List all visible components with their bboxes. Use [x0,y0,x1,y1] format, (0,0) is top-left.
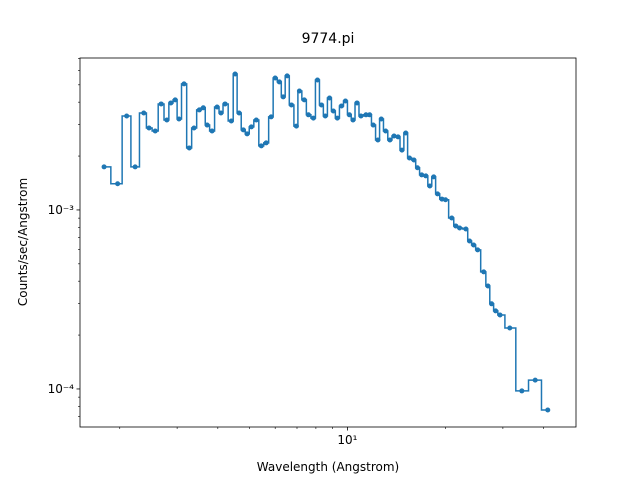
data-point [435,191,441,197]
data-point [232,71,238,77]
data-point [248,124,254,130]
data-point [519,388,525,394]
data-point [280,94,286,100]
data-point [268,114,274,120]
data-point [272,75,278,81]
data-point [152,128,158,134]
data-point [218,110,224,116]
data-point [204,122,210,128]
data-point [346,112,352,118]
data-point [132,164,138,170]
data-point [330,108,336,114]
data-point [471,242,477,248]
data-point [276,79,282,85]
data-point [391,133,397,139]
data-point [186,145,192,151]
data-point [431,174,437,180]
y-axis-label: Counts/sec/Angstrom [16,178,30,306]
data-point [383,128,389,134]
data-point [258,143,264,149]
data-point [322,113,328,119]
data-point [387,137,393,143]
data-point [115,181,121,187]
data-point [493,308,499,314]
data-point [284,73,290,79]
data-point [363,112,369,118]
y-tick-label: 10⁻⁴ [48,382,75,396]
data-point [310,115,316,121]
data-point [449,215,455,221]
data-point [200,105,206,111]
data-point [497,312,503,318]
y-tick-label: 10⁻³ [48,203,75,217]
data-point [463,226,469,232]
data-point [101,164,107,170]
data-point [423,173,429,179]
data-point [334,115,340,121]
data-point [411,157,417,163]
data-point [485,283,491,289]
data-point [481,269,487,275]
data-point [318,102,324,108]
data-point [176,116,182,122]
data-point [288,102,294,108]
data-point [342,98,348,104]
data-point [240,127,246,133]
data-point [453,223,459,229]
data-point [327,95,333,101]
data-point [158,101,164,107]
data-point [181,81,187,87]
data-point [507,325,513,331]
data-point [314,77,320,83]
data-point [375,137,381,143]
data-point [236,110,242,116]
data-point [222,101,228,107]
data-point [339,103,345,109]
x-tick-label: 10¹ [337,433,357,447]
data-point [414,165,420,171]
x-axis-label: Wavelength (Angstrom) [257,460,399,474]
data-point [350,117,356,123]
chart-title: 9774.pi [302,31,355,47]
data-point [301,97,307,103]
step-line [104,73,548,411]
data-point [172,97,178,103]
data-point [489,301,495,307]
data-point [443,197,449,203]
data-point [141,110,147,116]
data-point [378,116,384,122]
data-point [124,113,130,119]
data-point [168,100,174,106]
data-point [367,112,373,118]
data-point [467,238,473,244]
data-point [228,118,234,124]
data-point [406,155,412,161]
data-point [305,112,311,118]
data-point [244,131,250,137]
data-point [403,130,409,136]
data-point [253,117,259,123]
plot-frame [79,57,577,428]
data-point [395,134,401,140]
data-point [293,123,299,129]
data-point [354,100,360,106]
data-point [427,183,433,189]
data-point [545,407,551,413]
data-point [164,117,170,123]
data-point [263,140,269,146]
data-point [370,122,376,128]
data-point [214,104,220,110]
data-point [475,247,481,253]
data-point [419,172,425,178]
data-point [209,128,215,134]
data-point [399,147,405,153]
data-point [196,107,202,113]
data-point [191,125,197,131]
data-point [146,125,152,131]
data-point [532,377,538,383]
data-point [296,88,302,94]
data-point [457,225,463,231]
data-point [358,113,364,119]
